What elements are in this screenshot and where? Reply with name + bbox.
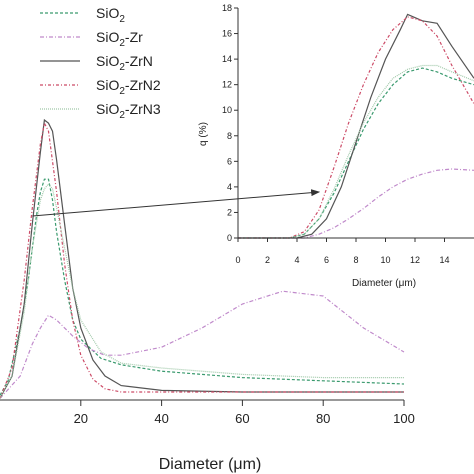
inset-background <box>236 4 474 240</box>
main-series-group <box>0 118 405 399</box>
inset-series-sio2zrn2 <box>238 16 474 239</box>
inset-series-sio2zr <box>238 168 474 239</box>
inset-series-group <box>238 13 474 239</box>
inset-y-tick-label: 6 <box>227 156 232 166</box>
inset-y-axis-label: q (%) <box>198 122 209 146</box>
inset-y-tick-label: 10 <box>222 105 232 115</box>
main-series-sio2zr <box>0 290 405 399</box>
main-x-ticks: 20 40 60 80 100 <box>74 400 415 426</box>
main-x-tick-label: 40 <box>154 411 168 426</box>
inset-y-tick-label: 0 <box>227 233 232 243</box>
inset-x-tick-label: 2 <box>265 255 270 265</box>
inset-y-tick-label: 14 <box>222 54 232 64</box>
legend-label-sio2zrn2: SiO2-ZrN2 <box>96 77 161 97</box>
legend-label-sio2zr: SiO2-Zr <box>96 29 143 49</box>
inset-x-tick-label: 0 <box>235 255 240 265</box>
inset-y-ticks: 0 2 4 6 8 10 12 14 16 18 <box>222 3 238 243</box>
legend-label-sio2zrn: SiO2-ZrN <box>96 53 153 73</box>
inset-x-tick-label: 12 <box>410 255 420 265</box>
inset-x-tick-label: 8 <box>353 255 358 265</box>
inset-y-tick-label: 18 <box>222 3 232 13</box>
inset-y-tick-label: 2 <box>227 207 232 217</box>
inset-chart: 0 2 4 6 8 10 12 14 0 2 4 6 8 10 12 14 16 18 Diameter (μm… <box>198 3 474 289</box>
inset-y-tick-label: 12 <box>222 80 232 90</box>
inset-x-tick-label: 10 <box>380 255 390 265</box>
inset-series-sio2zrn <box>238 13 474 239</box>
main-x-tick-label: 20 <box>74 411 88 426</box>
main-chart: 20 40 60 80 100 Diameter (μm) <box>0 118 415 473</box>
inset-x-tick-label: 6 <box>324 255 329 265</box>
inset-y-tick-label: 8 <box>227 131 232 141</box>
main-series-sio2zrn <box>0 118 404 399</box>
inset-x-tick-label: 14 <box>439 255 449 265</box>
main-x-tick-label: 80 <box>316 411 330 426</box>
inset-series-sio2zrn3 <box>238 64 474 239</box>
legend-label-sio2zrn3: SiO2-ZrN3 <box>96 101 161 121</box>
pointer-arrow <box>32 189 321 217</box>
legend-label-sio2: SiO2 <box>96 5 125 25</box>
inset-y-tick-label: 4 <box>227 182 232 192</box>
inset-x-tick-label: 4 <box>294 255 299 265</box>
main-series-sio2zrn3 <box>0 183 404 399</box>
inset-y-tick-label: 16 <box>222 29 232 39</box>
inset-x-axis-label: Diameter (μm) <box>352 278 416 289</box>
main-x-tick-label: 60 <box>235 411 249 426</box>
legend: SiO2 SiO2-Zr SiO2-ZrN SiO2-ZrN2 SiO2-ZrN3 <box>40 5 161 121</box>
inset-x-ticks: 0 2 4 6 8 10 12 14 <box>235 238 450 265</box>
main-x-axis-label: Diameter (μm) <box>159 456 262 473</box>
main-x-tick-label: 100 <box>393 411 415 426</box>
